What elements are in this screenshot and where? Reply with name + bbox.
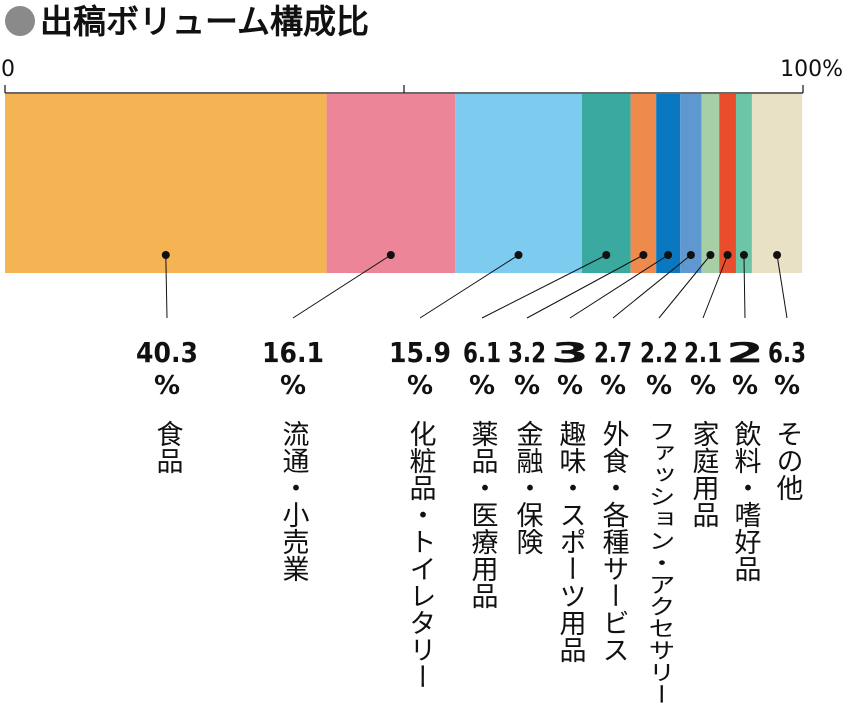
- title-bullet: [5, 6, 35, 36]
- leader-dot: [514, 251, 523, 259]
- unit-label: %: [732, 371, 758, 401]
- bar-segment: [630, 94, 657, 273]
- unit-label: %: [600, 371, 626, 401]
- leader-dot: [706, 251, 715, 259]
- category-label: 趣味・スポーツ用品: [555, 420, 587, 663]
- leader-line: [419, 254, 519, 319]
- leader-line: [743, 254, 746, 319]
- bar-segment: [581, 94, 631, 273]
- unit-label: %: [774, 371, 800, 401]
- value-label: 16.1: [262, 336, 324, 369]
- bar-segment: [5, 94, 327, 273]
- leader-dot: [723, 251, 732, 259]
- x-tick-label: 0: [1, 57, 15, 82]
- category-label: 食品: [152, 420, 183, 474]
- bar-segment: [751, 94, 803, 273]
- leader-dot: [602, 251, 611, 259]
- bar-segment: [326, 94, 456, 273]
- unit-label: %: [407, 371, 433, 401]
- x-tick-label: 100%: [780, 57, 843, 82]
- leader-line: [292, 254, 392, 319]
- category-label: 外食・各種サービス: [598, 420, 630, 663]
- leader-dot: [639, 251, 648, 259]
- leader-dot: [664, 251, 673, 259]
- bar-segment: [656, 94, 681, 273]
- unit-label: %: [514, 371, 540, 401]
- value-label: 2.2: [640, 336, 678, 369]
- bar-segment: [680, 94, 702, 273]
- leader-line: [569, 254, 669, 319]
- category-label: 金融・保険: [512, 420, 544, 555]
- leader-dot: [161, 251, 170, 259]
- value-label: 6.1: [463, 336, 501, 369]
- bar-segment: [719, 94, 736, 273]
- leader-line: [658, 254, 711, 319]
- value-label: 6.3: [768, 336, 806, 369]
- category-label: 化粧品・トイレタリー: [405, 420, 437, 690]
- unit-label: %: [154, 371, 180, 401]
- leader-dot: [739, 251, 748, 259]
- chart-title: 出稿ボリューム構成比: [40, 2, 369, 41]
- bar-segment: [735, 94, 752, 273]
- leader-line: [481, 254, 607, 319]
- leader-line: [612, 254, 692, 319]
- leader-dot: [773, 251, 782, 259]
- leader-dot: [686, 251, 695, 259]
- leader-line: [776, 254, 788, 319]
- leader-dot: [386, 251, 395, 259]
- value-label: 40.3: [136, 336, 198, 369]
- category-label: ファッション・アクセサリー: [644, 420, 675, 705]
- category-label: 家庭用品: [688, 420, 720, 528]
- category-label: 流通・小売業: [278, 420, 310, 582]
- unit-label: %: [469, 371, 495, 401]
- category-label: その他: [772, 420, 804, 501]
- value-label: 15.9: [389, 336, 451, 369]
- bar-segment: [455, 94, 582, 273]
- bar-segment: [701, 94, 720, 273]
- value-label: 2: [726, 336, 764, 369]
- unit-label: %: [280, 371, 306, 401]
- value-label: 3: [551, 336, 589, 369]
- value-label: 3.2: [508, 336, 546, 369]
- leader-line: [526, 254, 644, 319]
- category-label: 飲料・嗜好品: [730, 420, 762, 582]
- leader-line: [702, 254, 729, 319]
- unit-label: %: [557, 371, 583, 401]
- unit-label: %: [646, 371, 672, 401]
- category-label: 薬品・医療用品: [467, 420, 499, 609]
- unit-label: %: [690, 371, 716, 401]
- leader-line: [165, 254, 168, 319]
- value-label: 2.7: [594, 336, 632, 369]
- value-label: 2.1: [684, 336, 722, 369]
